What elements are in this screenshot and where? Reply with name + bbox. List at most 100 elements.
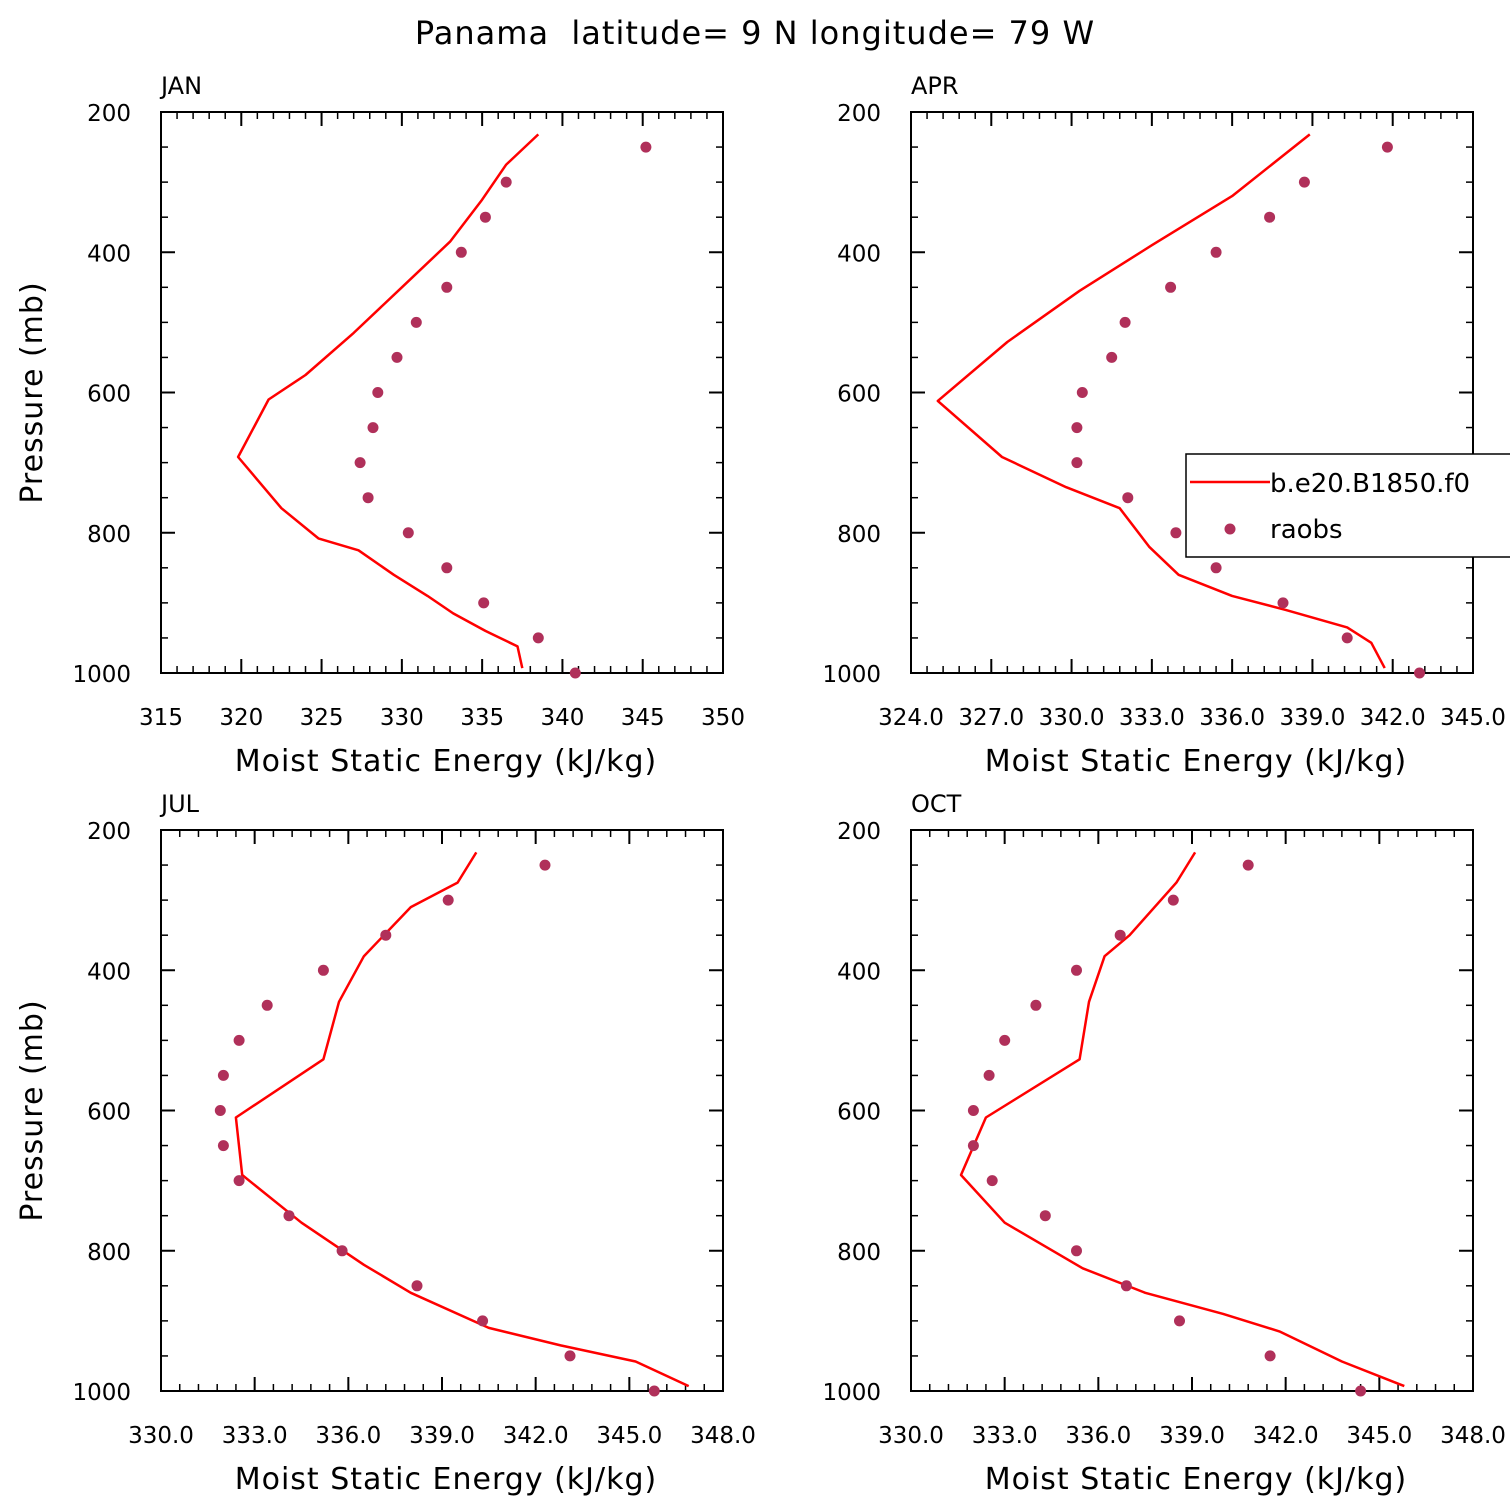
y-tick-label: 600 xyxy=(837,1100,881,1126)
y-tick-label: 200 xyxy=(837,101,881,127)
raobs-point xyxy=(1120,1280,1132,1292)
raobs-point xyxy=(1170,527,1182,539)
raobs-point xyxy=(999,1034,1011,1046)
raobs-point xyxy=(479,211,491,223)
raobs-point xyxy=(283,1210,295,1222)
raobs-point xyxy=(569,667,581,679)
x-tick-label: 345.0 xyxy=(596,1423,662,1449)
x-tick-label: 345.0 xyxy=(1346,1423,1412,1449)
raobs-point xyxy=(1071,422,1083,434)
raobs-point xyxy=(983,1069,995,1081)
x-tick-label: 342.0 xyxy=(1253,1423,1319,1449)
legend-label-model: b.e20.B1850.f0 xyxy=(1270,469,1470,499)
raobs-point xyxy=(336,1245,348,1257)
y-tick-label: 200 xyxy=(87,819,131,845)
x-tick-label: 339.0 xyxy=(1159,1423,1225,1449)
panel-title: OCT xyxy=(911,790,962,818)
raobs-point xyxy=(1039,1210,1051,1222)
raobs-point xyxy=(1210,246,1222,258)
raobs-point xyxy=(1210,562,1222,574)
raobs-point xyxy=(986,1175,998,1187)
y-tick-label: 1000 xyxy=(822,1380,881,1406)
x-tick-label: 330 xyxy=(380,705,424,731)
y-tick-label: 800 xyxy=(837,1240,881,1266)
x-tick-label: 348.0 xyxy=(1440,1423,1506,1449)
x-tick-label: 339.0 xyxy=(1279,705,1345,731)
raobs-point xyxy=(233,1175,245,1187)
raobs-point xyxy=(442,894,454,906)
raobs-point xyxy=(564,1350,576,1362)
plot-frame xyxy=(910,111,1474,674)
y-tick-label: 800 xyxy=(87,1240,131,1266)
x-tick-label: 350 xyxy=(701,705,745,731)
raobs-point xyxy=(441,281,453,293)
x-tick-label: 333.0 xyxy=(972,1423,1038,1449)
raobs-point xyxy=(1355,1385,1367,1397)
panel-title: JAN xyxy=(159,72,202,100)
raobs-point xyxy=(362,492,374,504)
raobs-point xyxy=(411,1280,423,1292)
raobs-point xyxy=(1030,999,1042,1011)
raobs-point xyxy=(214,1105,226,1116)
raobs-point xyxy=(1071,1245,1082,1257)
raobs-point xyxy=(261,999,273,1011)
raobs-point xyxy=(539,859,551,871)
y-tick-label: 1000 xyxy=(72,662,131,688)
x-tick-label: 325 xyxy=(300,705,344,731)
raobs-point xyxy=(477,1315,489,1327)
model-profile-line xyxy=(959,851,1405,1388)
raobs-point xyxy=(1381,141,1393,153)
panel-jul: 330.0 333.0 336.0 339.0 342.0 345.0 348.0 200 40… xyxy=(15,790,756,1497)
raobs-point xyxy=(217,1140,229,1152)
legend: b.e20.B1850.f0 raobs xyxy=(1185,453,1510,558)
raobs-point xyxy=(354,457,366,469)
raobs-point xyxy=(380,929,392,941)
legend-label-raobs: raobs xyxy=(1270,515,1343,545)
raobs-point xyxy=(500,176,512,188)
x-tick-label: 327.0 xyxy=(958,705,1024,731)
raobs-point xyxy=(1264,1350,1276,1362)
x-tick-label: 335 xyxy=(460,705,504,731)
raobs-point xyxy=(410,316,422,328)
raobs-point xyxy=(455,246,467,258)
x-tick-label: 348.0 xyxy=(690,1423,756,1449)
x-axis-label: Moist Static Energy (kJ/kg) xyxy=(235,744,658,779)
raobs-point xyxy=(217,1069,229,1081)
raobs-point xyxy=(233,1034,245,1046)
y-tick-label: 400 xyxy=(837,959,881,985)
x-axis-label: Moist Static Energy (kJ/kg) xyxy=(235,1462,658,1497)
raobs-point xyxy=(1071,964,1082,976)
x-tick-label: 330.0 xyxy=(128,1423,194,1449)
model-profile-line xyxy=(936,133,1386,669)
raobs-point xyxy=(1165,281,1177,293)
raobs-point xyxy=(648,1385,660,1397)
x-tick-label: 333.0 xyxy=(1119,705,1185,731)
raobs-point xyxy=(1167,894,1179,906)
y-tick-label: 1000 xyxy=(822,662,881,688)
x-axis-label: Moist Static Energy (kJ/kg) xyxy=(985,744,1408,779)
x-tick-label: 336.0 xyxy=(1065,1423,1131,1449)
model-profile-line xyxy=(236,133,540,669)
x-tick-label: 340 xyxy=(540,705,584,731)
y-tick-label: 600 xyxy=(87,382,131,408)
raobs-point xyxy=(1076,387,1088,398)
x-axis-label: Moist Static Energy (kJ/kg) xyxy=(985,1462,1408,1497)
x-tick-label: 336.0 xyxy=(1199,705,1265,731)
y-axis-label: Pressure (mb) xyxy=(15,281,50,503)
raobs-point xyxy=(478,597,490,609)
y-tick-label: 600 xyxy=(87,1100,131,1126)
raobs-point xyxy=(640,141,652,153)
raobs-point xyxy=(1341,632,1353,644)
raobs-point xyxy=(1298,176,1310,188)
x-tick-label: 345 xyxy=(621,705,665,731)
y-tick-label: 200 xyxy=(837,819,881,845)
raobs-point xyxy=(1242,859,1254,871)
raobs-point xyxy=(1174,1315,1185,1327)
y-tick-label: 400 xyxy=(837,241,881,267)
y-tick-label: 800 xyxy=(837,522,881,548)
y-tick-label: 200 xyxy=(87,101,131,127)
x-tick-label: 342.0 xyxy=(1360,705,1426,731)
x-tick-label: 345.0 xyxy=(1440,705,1506,731)
x-tick-label: 342.0 xyxy=(503,1423,569,1449)
